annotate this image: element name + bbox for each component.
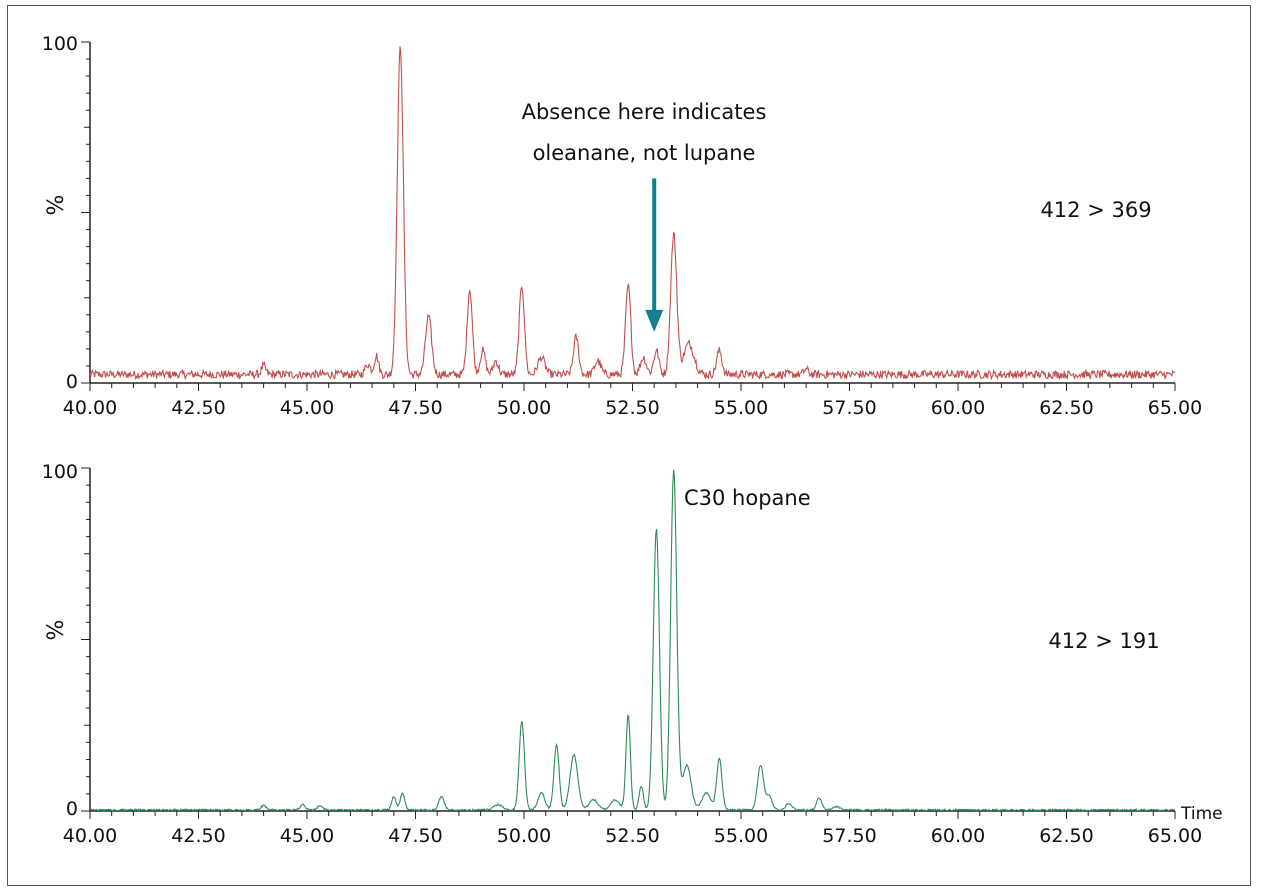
top-trace-412-369: [89, 46, 1176, 381]
top-x-tick-label: 65.00: [1148, 397, 1202, 419]
bottom-x-tick-label: 47.50: [388, 825, 442, 847]
top-x-tick-label: 52.50: [605, 397, 659, 419]
bottom-x-tick-label: 62.50: [1039, 825, 1093, 847]
bottom-trace-412-191: [89, 469, 1176, 812]
bottom-x-ticks: 40.00 42.50 45.00 47.50 50.00 52.50 55.00 57.50…: [63, 811, 1202, 847]
annotation-line-1: Absence here indicates: [522, 100, 767, 124]
top-x-tick-label: 55.00: [714, 397, 768, 419]
bottom-panel: 40.00 42.50 45.00 47.50 50.00 52.50 55.00 57.50…: [42, 461, 1223, 847]
annotation-arrow: [645, 178, 664, 332]
bottom-x-tick-label: 40.00: [63, 825, 117, 847]
top-x-tick-label: 57.50: [822, 397, 876, 419]
top-x-ticks: 40.00 42.50 45.00 47.50 50.00 52.50 55.00 57.50…: [63, 383, 1202, 419]
bottom-x-tick-label: 60.00: [931, 825, 985, 847]
annotation-arrow-head: [645, 309, 664, 332]
bottom-x-tick-label: 65.00: [1148, 825, 1202, 847]
bottom-x-tick-label: 57.50: [822, 825, 876, 847]
bottom-transition-label: 412 > 191: [1048, 629, 1159, 653]
bottom-y-axis-label: %: [44, 620, 69, 641]
top-panel: 40.00 42.50 45.00 47.50 50.00 52.50 55.00 57.50…: [42, 33, 1202, 419]
bottom-x-tick-label: 55.00: [714, 825, 768, 847]
bottom-y-minor-ticks: [81, 467, 90, 812]
top-y-axis-label: %: [44, 195, 69, 216]
time-axis-label: Time: [1180, 804, 1223, 824]
top-x-tick-label: 50.00: [497, 397, 551, 419]
top-x-tick-label: 42.50: [171, 397, 225, 419]
bottom-y-tick-100: 100: [42, 461, 78, 483]
bottom-x-tick-label: 45.00: [280, 825, 334, 847]
bottom-x-tick-label: 52.50: [605, 825, 659, 847]
top-y-tick-0: 0: [66, 371, 78, 393]
top-y-minor-ticks: [81, 41, 90, 384]
bottom-y-tick-0: 0: [66, 798, 78, 820]
top-y-tick-100: 100: [42, 33, 78, 55]
top-x-tick-label: 62.50: [1039, 397, 1093, 419]
annotation-line-2: oleanane, not lupane: [533, 141, 756, 165]
top-x-tick-label: 40.00: [63, 397, 117, 419]
bottom-x-tick-label: 42.50: [171, 825, 225, 847]
top-x-tick-label: 45.00: [280, 397, 334, 419]
c30-hopane-label: C30 hopane: [684, 486, 811, 510]
top-x-tick-label: 60.00: [931, 397, 985, 419]
top-transition-label: 412 > 369: [1040, 198, 1151, 222]
figure-frame: [7, 5, 1251, 886]
top-x-tick-label: 47.50: [388, 397, 442, 419]
bottom-x-tick-label: 50.00: [497, 825, 551, 847]
